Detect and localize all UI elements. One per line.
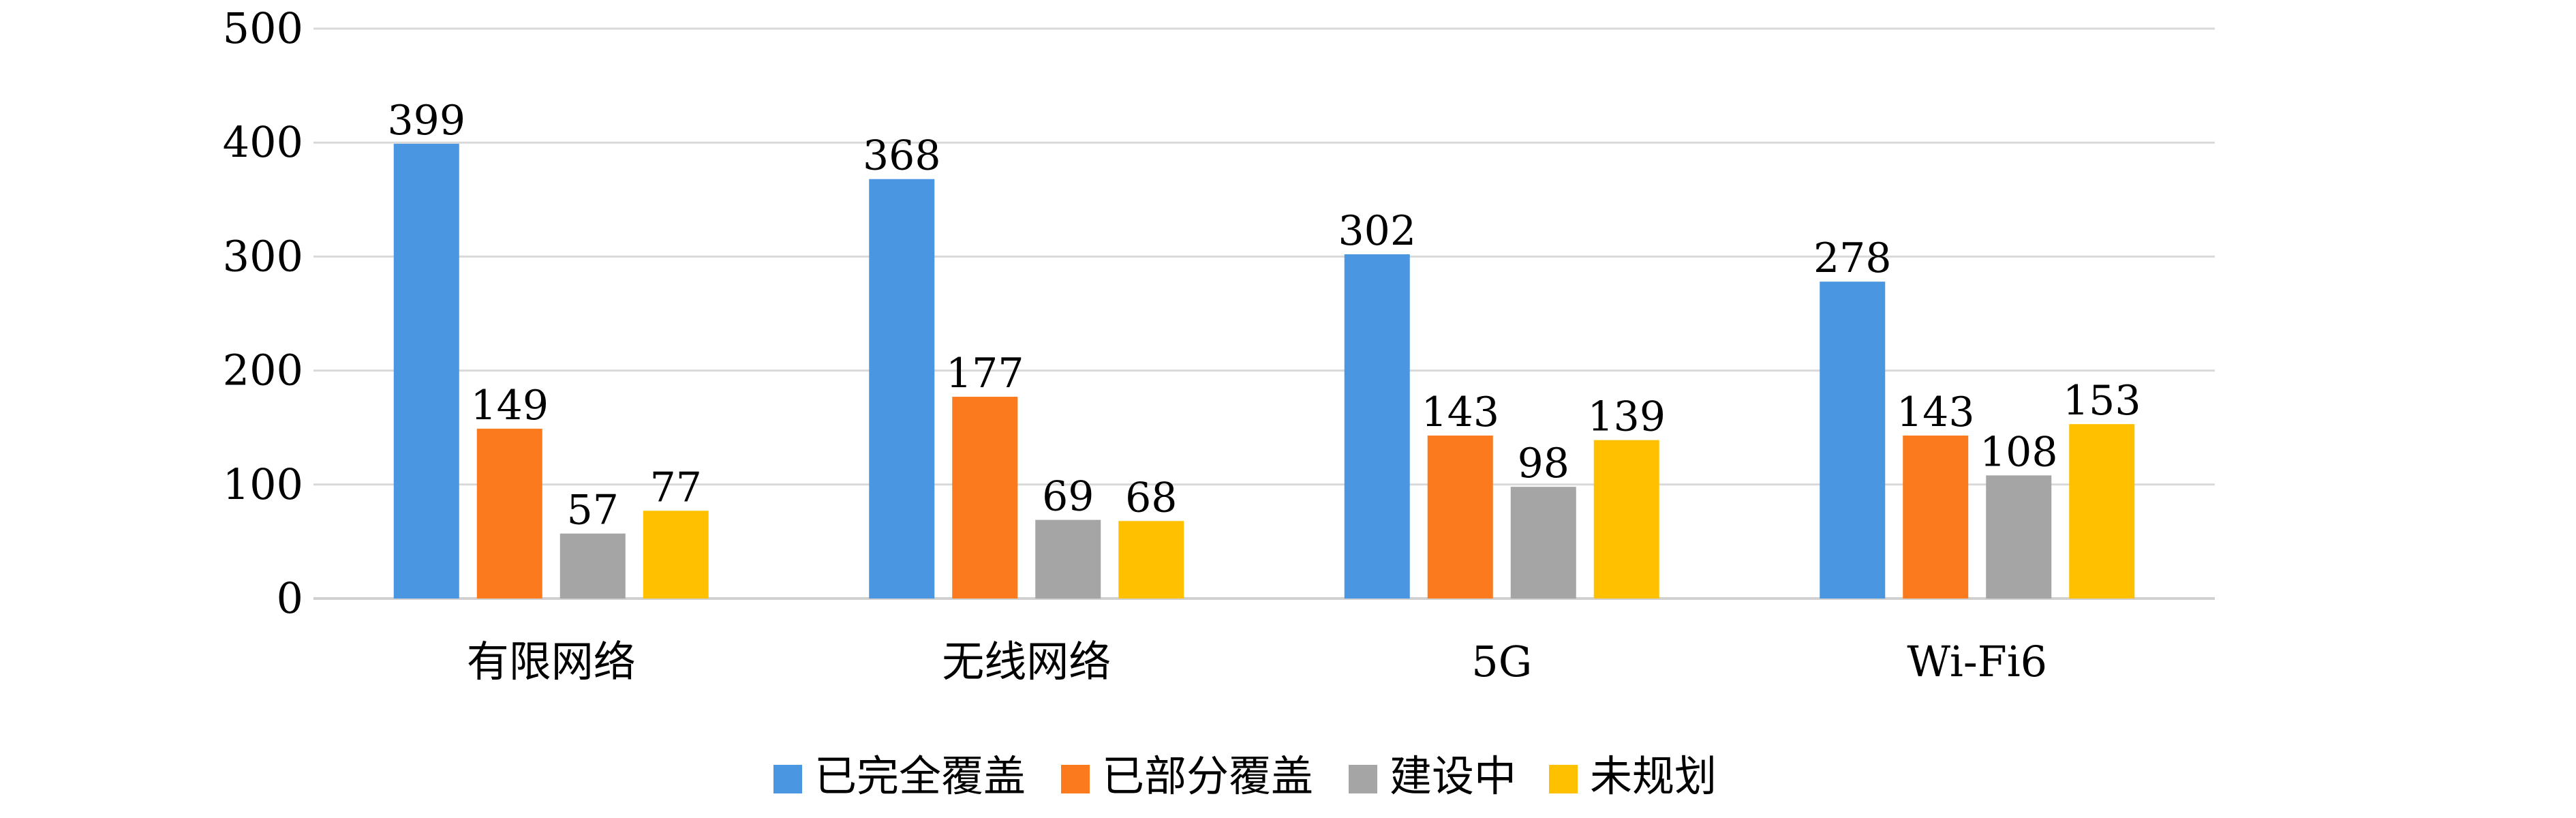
- y-tick-label-0: 0: [277, 573, 303, 623]
- data-label-0-2: 57: [567, 487, 619, 534]
- data-label-3-3: 153: [2063, 377, 2141, 425]
- y-tick-label-100: 100: [223, 459, 303, 509]
- data-label-2-3: 139: [1587, 393, 1666, 441]
- data-label-1-2: 69: [1042, 473, 1094, 521]
- data-label-0-3: 77: [650, 464, 702, 511]
- data-label-2-2: 98: [1518, 440, 1569, 487]
- legend-label-2: 建设中: [1390, 751, 1516, 801]
- y-axis-tick-labels: 0 100 200 300 400 500: [223, 3, 303, 623]
- bar-3-2: [1986, 475, 2052, 599]
- bar-0-3: [643, 511, 709, 599]
- bar-0-2: [559, 533, 626, 599]
- bar-3-3: [2069, 424, 2135, 599]
- gridlines: [313, 27, 2215, 600]
- x-axis-category-labels: 有限网络 无线网络 5G Wi-Fi6: [467, 637, 2047, 686]
- data-label-2-0: 302: [1338, 207, 1416, 255]
- data-label-1-3: 68: [1125, 474, 1177, 521]
- legend-label-1: 已部分覆盖: [1102, 751, 1313, 801]
- x-category-label-0: 有限网络: [467, 637, 636, 686]
- bar-1-3: [1118, 521, 1184, 599]
- legend-label-3: 未规划: [1590, 751, 1717, 801]
- bar-0-0: [393, 143, 459, 599]
- y-tick-label-200: 200: [223, 346, 303, 395]
- bar-2-3: [1593, 440, 1659, 599]
- bar-1-2: [1035, 519, 1101, 599]
- legend: 已完全覆盖 已部分覆盖 建设中 未规划: [773, 751, 1717, 801]
- data-label-1-0: 368: [863, 132, 941, 180]
- x-category-label-3: Wi-Fi6: [1907, 637, 2047, 686]
- y-tick-label-500: 500: [223, 3, 303, 53]
- data-label-0-1: 149: [470, 382, 549, 429]
- y-tick-label-400: 400: [223, 117, 303, 167]
- bar-3-1: [1903, 435, 1969, 599]
- data-label-3-1: 143: [1897, 389, 1975, 436]
- legend-swatch-1: [1061, 765, 1090, 793]
- x-category-label-1: 无线网络: [942, 637, 1111, 686]
- bar-2-2: [1510, 487, 1576, 599]
- data-label-2-1: 143: [1421, 389, 1499, 436]
- bar-2-0: [1344, 254, 1410, 599]
- bar-2-1: [1427, 435, 1493, 599]
- legend-label-0: 已完全覆盖: [814, 751, 1026, 801]
- data-label-1-1: 177: [946, 350, 1024, 397]
- bar-3-0: [1820, 282, 1886, 599]
- data-label-0-0: 399: [387, 97, 465, 145]
- y-tick-label-300: 300: [223, 231, 303, 281]
- bar-1-0: [869, 179, 935, 599]
- x-category-label-2: 5G: [1471, 637, 1532, 686]
- bar-0-1: [476, 428, 542, 599]
- data-label-3-2: 108: [1980, 428, 2058, 476]
- bars: [393, 143, 2135, 599]
- data-label-3-0: 278: [1813, 234, 1892, 282]
- legend-swatch-0: [773, 765, 802, 793]
- legend-swatch-2: [1349, 765, 1377, 793]
- bar-1-1: [952, 397, 1018, 599]
- legend-swatch-3: [1549, 765, 1578, 793]
